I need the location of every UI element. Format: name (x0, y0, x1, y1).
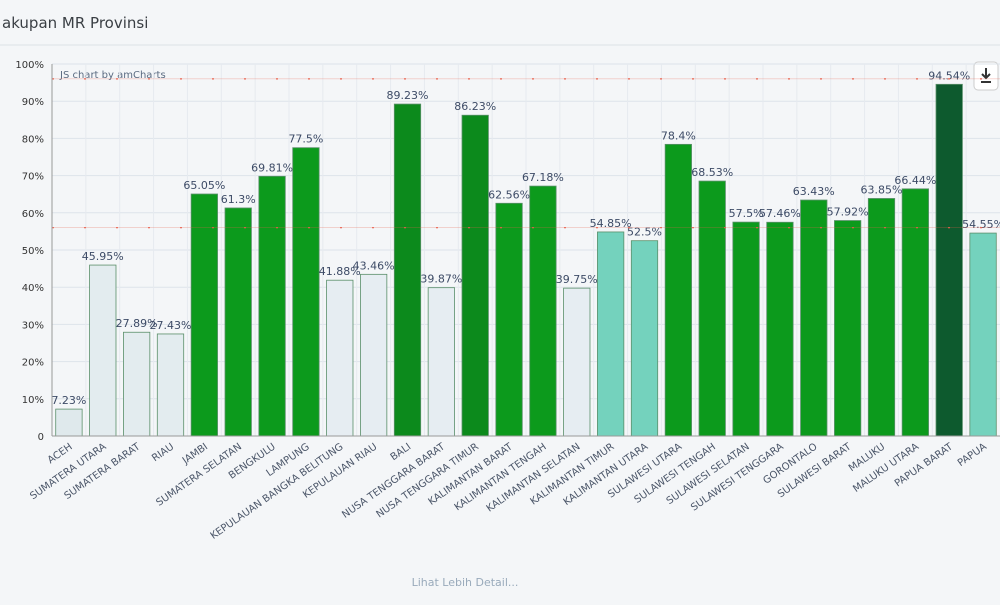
bar (800, 199, 828, 437)
y-tick-label: 30% (22, 320, 44, 331)
bar (156, 333, 185, 437)
bar (224, 207, 252, 437)
y-tick-label: 0 (38, 432, 44, 443)
bar (55, 408, 83, 437)
value-label: 27.43% (150, 319, 192, 332)
bar (935, 83, 963, 437)
bar (664, 143, 692, 437)
bar (563, 287, 591, 437)
bar (461, 114, 489, 437)
value-label: 63.85% (861, 183, 903, 196)
value-label: 68.53% (691, 166, 733, 179)
bar (292, 147, 320, 437)
value-label: 52.5% (627, 226, 662, 239)
value-label: 78.4% (661, 129, 696, 142)
value-label: 54.55% (962, 218, 1000, 231)
bar (123, 331, 151, 437)
bar (258, 175, 286, 437)
y-tick-label: 70% (22, 172, 44, 183)
bar (190, 193, 218, 437)
bar (969, 232, 997, 437)
y-tick-label: 90% (22, 97, 44, 108)
value-label: 7.23% (51, 394, 86, 407)
y-tick-label: 10% (22, 395, 44, 406)
bar (867, 198, 896, 437)
value-label: 67.18% (522, 171, 564, 184)
value-label: 94.54% (928, 69, 970, 82)
y-tick-label: 80% (22, 134, 44, 145)
value-label: 62.56% (488, 188, 530, 201)
download-icon (981, 68, 991, 83)
detail-link[interactable]: Lihat Lebih Detail... (412, 576, 519, 589)
value-label: 41.88% (319, 265, 361, 278)
bar (766, 221, 794, 437)
y-tick-label: 50% (22, 246, 44, 257)
value-label: 27.89% (116, 317, 158, 330)
value-label: 89.23% (387, 89, 429, 102)
value-label: 63.43% (793, 185, 835, 198)
bar (529, 185, 557, 437)
bar (89, 264, 117, 437)
credit: JS chart by amCharts (59, 70, 166, 81)
y-tick-label: 100% (15, 60, 44, 71)
bar (630, 240, 659, 437)
bar (427, 287, 455, 437)
value-label: 61.3% (221, 193, 256, 206)
bar (495, 202, 523, 437)
value-label: 39.75% (556, 273, 598, 286)
bar (834, 220, 862, 437)
value-label: 45.95% (82, 250, 124, 263)
bar (393, 103, 422, 437)
chart-title: akupan MR Provinsi (2, 14, 148, 32)
value-label: 43.46% (353, 259, 395, 272)
bar (732, 221, 760, 437)
value-label: 39.87% (420, 273, 462, 286)
value-label: 57.46% (759, 207, 801, 220)
value-label: 86.23% (454, 100, 496, 113)
bar (326, 279, 354, 437)
value-label: 54.85% (590, 217, 632, 230)
value-label: 69.81% (251, 161, 293, 174)
value-label: 77.5% (288, 133, 323, 146)
value-label: 57.5% (729, 207, 764, 220)
value-label: 57.92% (827, 206, 869, 219)
bar (698, 180, 726, 437)
y-tick-label: 60% (22, 209, 44, 220)
y-tick-label: 20% (22, 358, 44, 369)
value-label: 65.05% (183, 179, 225, 192)
bar (597, 231, 625, 437)
bar (901, 188, 929, 437)
value-label: 66.44% (894, 174, 936, 187)
bar (360, 273, 388, 437)
y-tick-label: 40% (22, 283, 44, 294)
